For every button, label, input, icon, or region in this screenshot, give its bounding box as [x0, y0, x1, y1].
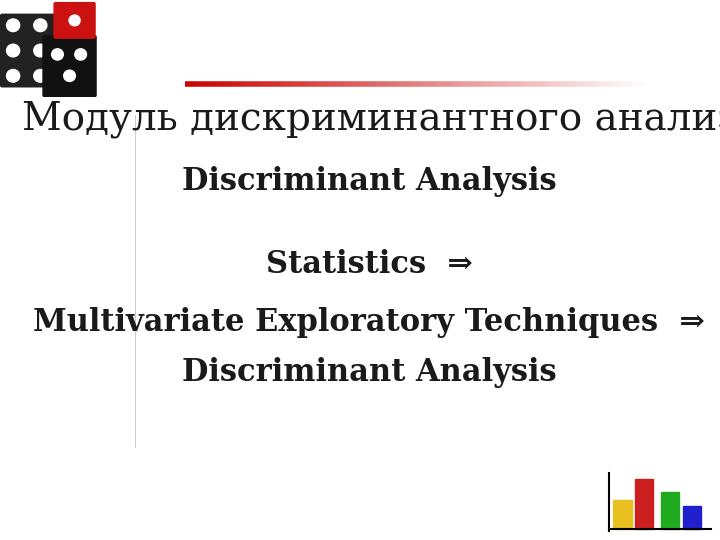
Text: Модуль дискриминантного анализа: Модуль дискриминантного анализа: [22, 100, 720, 138]
Text: Discriminant Analysis: Discriminant Analysis: [181, 357, 557, 388]
Circle shape: [34, 19, 47, 31]
Bar: [683, 505, 701, 529]
Bar: [613, 500, 632, 529]
Circle shape: [6, 19, 19, 31]
Circle shape: [6, 44, 19, 57]
Circle shape: [34, 44, 47, 57]
FancyBboxPatch shape: [53, 2, 96, 39]
Circle shape: [6, 70, 19, 82]
Circle shape: [52, 49, 63, 60]
FancyBboxPatch shape: [42, 35, 96, 97]
Circle shape: [75, 49, 86, 60]
Circle shape: [69, 15, 80, 26]
Text: Multivariate Exploratory Techniques  ⇒: Multivariate Exploratory Techniques ⇒: [33, 307, 705, 338]
Text: Statistics  ⇒: Statistics ⇒: [266, 249, 472, 280]
FancyBboxPatch shape: [0, 14, 56, 87]
Text: Discriminant Analysis: Discriminant Analysis: [181, 166, 557, 197]
Bar: [661, 492, 679, 529]
Circle shape: [63, 70, 76, 82]
Circle shape: [34, 70, 47, 82]
Bar: [635, 479, 654, 529]
